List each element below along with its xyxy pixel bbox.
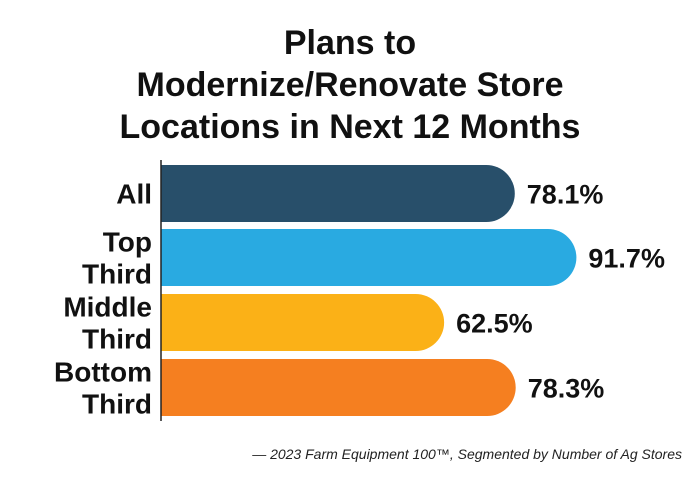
title-line: Locations in Next 12 Months: [119, 108, 581, 146]
chart-title: Plans to Modernize/Renovate Store Locati…: [0, 22, 700, 148]
source-note: — 2023 Farm Equipment 100™, Segmented by…: [252, 446, 682, 462]
bar: [161, 229, 577, 286]
title-line: Plans to: [283, 24, 417, 62]
value-label: 62.5%: [456, 309, 533, 339]
title-line: Modernize/Renovate Store: [136, 66, 564, 104]
value-label: 91.7%: [588, 244, 665, 274]
category-label: Third: [82, 324, 152, 355]
bar: [161, 165, 515, 222]
category-label: Bottom: [54, 357, 152, 388]
category-label: Middle: [63, 292, 152, 323]
category-label: All: [116, 179, 152, 210]
bar: [161, 359, 516, 416]
value-label: 78.3%: [528, 374, 605, 404]
value-label: 78.1%: [527, 180, 604, 210]
category-label: Top: [103, 227, 152, 258]
bar: [161, 294, 445, 351]
category-label: Third: [82, 259, 152, 290]
category-label: Third: [82, 389, 152, 420]
